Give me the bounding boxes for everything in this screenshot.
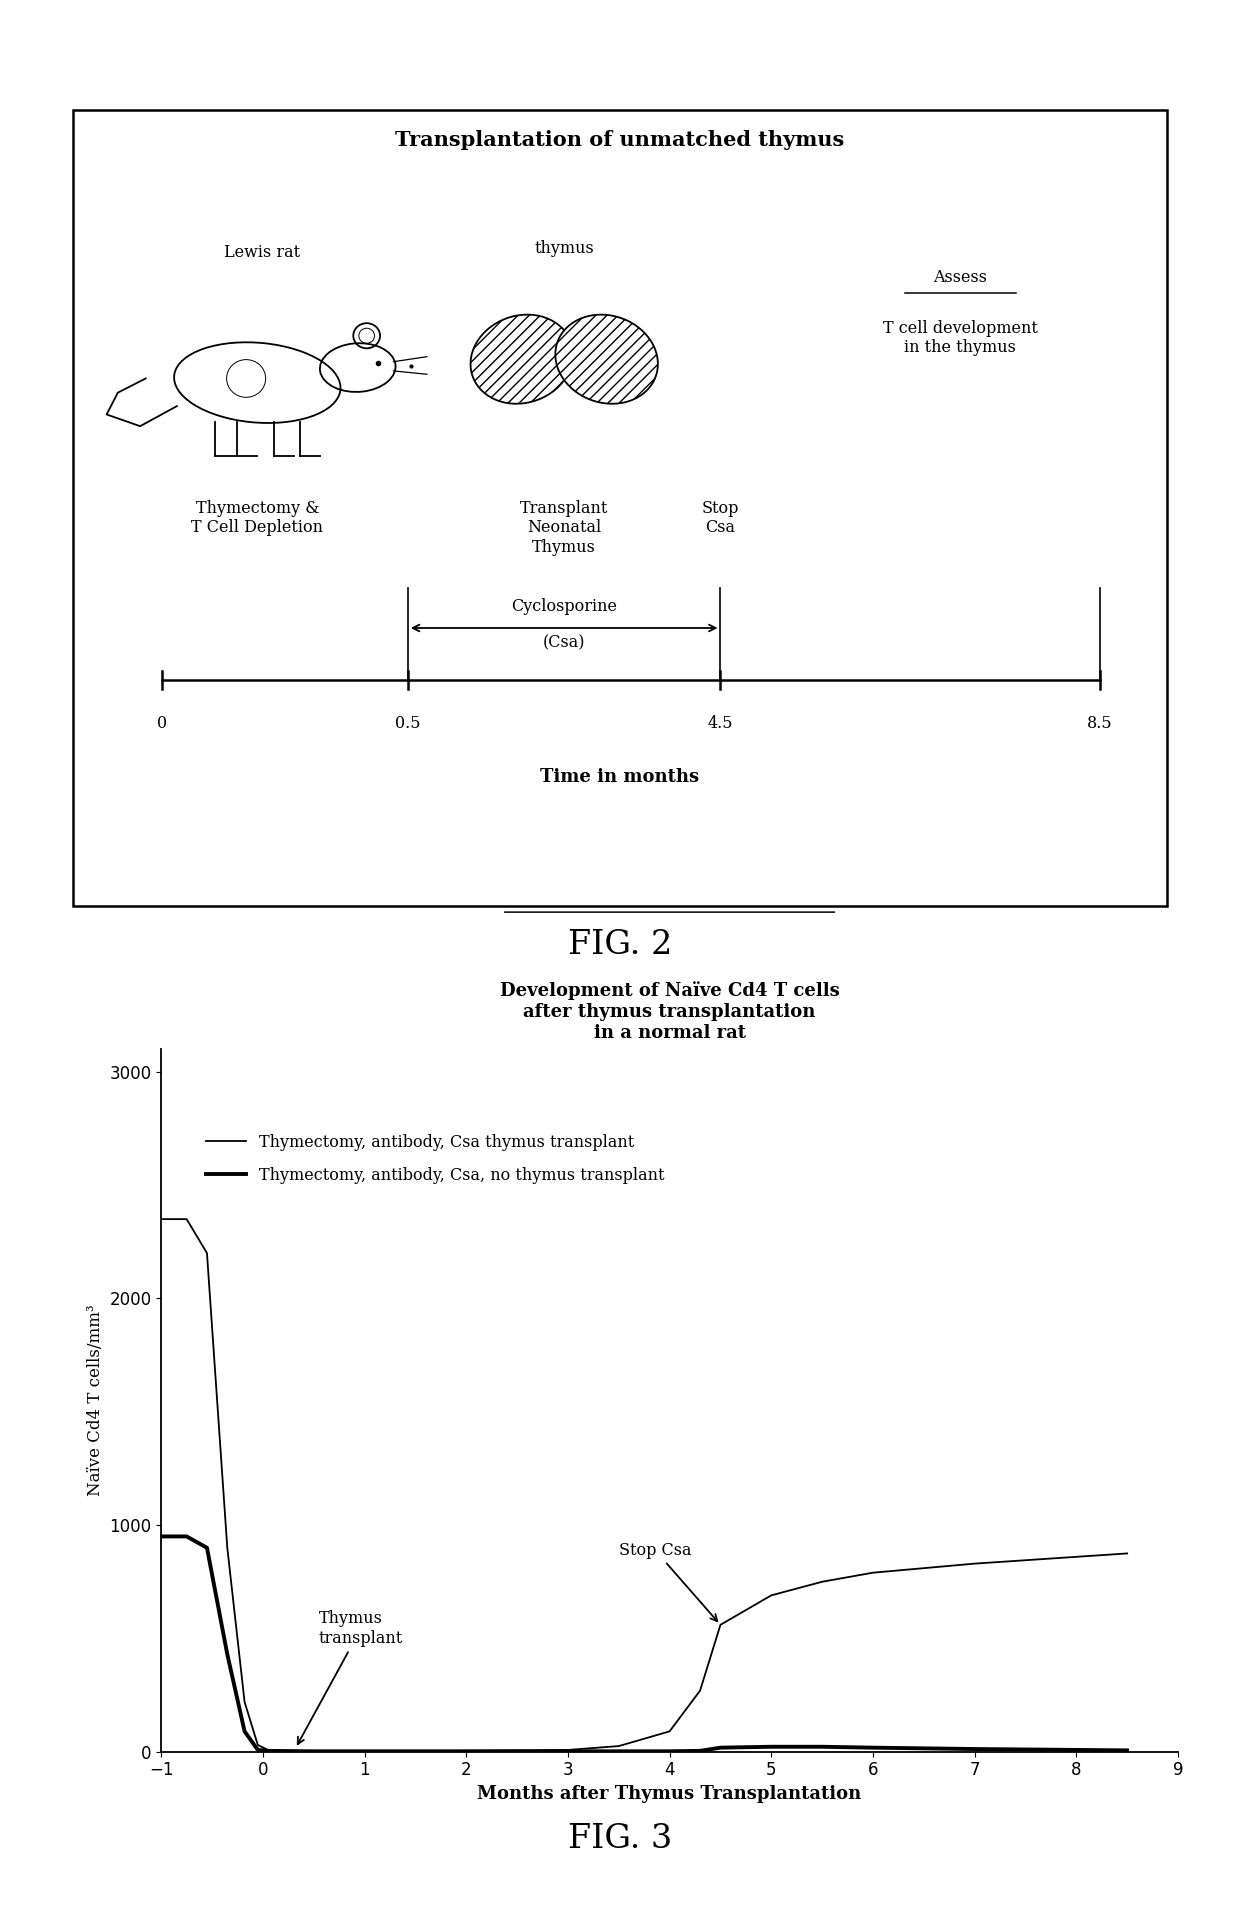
Text: Thymus
transplant: Thymus transplant [298,1611,403,1744]
Text: Transplant
Neonatal
Thymus: Transplant Neonatal Thymus [520,500,609,556]
Text: 0.5: 0.5 [396,714,420,732]
Text: 8.5: 8.5 [1087,714,1112,732]
Ellipse shape [470,314,573,404]
Text: Assess: Assess [934,270,987,287]
Text: Time in months: Time in months [541,768,699,785]
Text: 0: 0 [157,714,167,732]
Text: Stop
Csa: Stop Csa [702,500,739,537]
FancyBboxPatch shape [73,110,1167,907]
X-axis label: Months after Thymus Transplantation: Months after Thymus Transplantation [477,1784,862,1804]
Text: Cyclosporine: Cyclosporine [511,599,618,616]
Text: FIG. 2: FIG. 2 [568,930,672,961]
Legend: Thymectomy, antibody, Csa thymus transplant, Thymectomy, antibody, Csa, no thymu: Thymectomy, antibody, Csa thymus transpl… [200,1128,671,1190]
Text: Transplantation of unmatched thymus: Transplantation of unmatched thymus [396,129,844,150]
Text: Lewis rat: Lewis rat [224,244,300,262]
Text: FIG. 3: FIG. 3 [568,1823,672,1856]
Text: (Csa): (Csa) [543,635,585,653]
Title: Development of Naïve Cd4 T cells
after thymus transplantation
in a normal rat: Development of Naïve Cd4 T cells after t… [500,982,839,1041]
Text: thymus: thymus [534,241,594,258]
Text: 4.5: 4.5 [708,714,733,732]
Ellipse shape [556,314,658,404]
Text: T cell development
in the thymus: T cell development in the thymus [883,320,1038,356]
Text: Thymectomy &
T Cell Depletion: Thymectomy & T Cell Depletion [191,500,324,537]
Text: Stop Csa: Stop Csa [619,1542,717,1621]
Y-axis label: Naïve Cd4 T cells/mm³: Naïve Cd4 T cells/mm³ [87,1305,104,1496]
